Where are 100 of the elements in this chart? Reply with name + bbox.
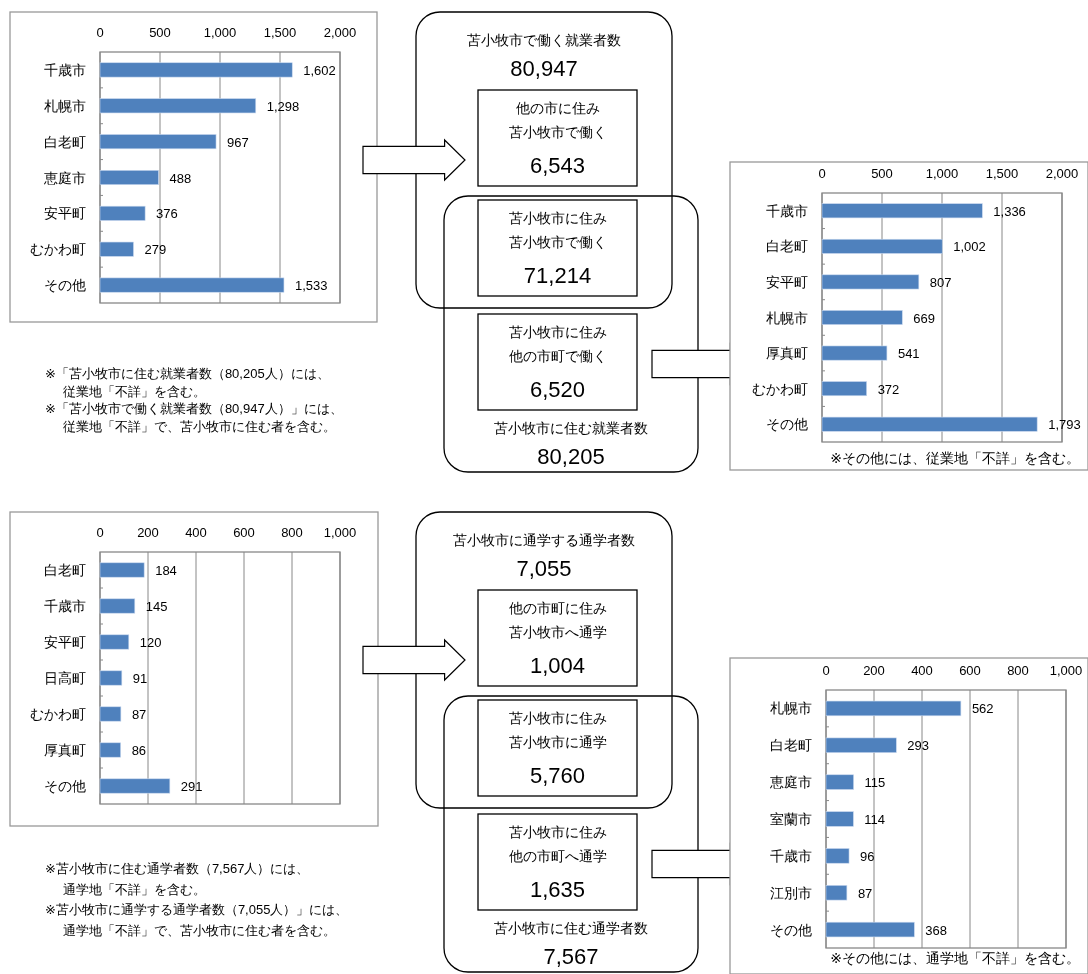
bar — [821, 274, 920, 290]
x-tick-label: 600 — [959, 663, 981, 678]
x-tick-label: 600 — [233, 525, 255, 540]
y-tick-label: その他 — [770, 921, 812, 938]
bar — [825, 774, 854, 790]
bar — [99, 778, 171, 794]
text: 従業地「不詳」で、苫小牧市に住む者を含む。 — [63, 418, 336, 434]
bar — [99, 670, 123, 686]
bar — [821, 310, 903, 325]
bar — [99, 742, 121, 758]
bar — [825, 921, 915, 938]
bar — [825, 885, 848, 901]
data-label: 7,567 — [543, 944, 599, 969]
x-tick-label: 0 — [96, 25, 104, 40]
x-tick-label: 1,000 — [323, 525, 357, 540]
text: 苫小牧市で働く — [508, 234, 607, 250]
data-label: 1,002 — [953, 239, 986, 255]
y-tick-label: 室蘭市 — [770, 811, 812, 827]
text: 苫小牧市で働く — [508, 124, 607, 140]
bar — [99, 205, 146, 221]
data-label: 114 — [864, 812, 886, 827]
bar — [825, 737, 897, 753]
y-tick-label: 白老町 — [766, 238, 808, 255]
data-label: 1,602 — [303, 62, 336, 78]
text: 苫小牧市に通学する通学者数 — [453, 532, 635, 548]
text: 苫小牧市に住み — [508, 824, 607, 840]
bar — [825, 700, 962, 717]
y-tick-label: むかわ町 — [752, 380, 808, 397]
x-tick-label: 0 — [96, 525, 104, 540]
text: 苫小牧市に住み — [508, 210, 607, 226]
data-label: 91 — [132, 671, 148, 686]
data-label: 368 — [925, 922, 948, 938]
data-label: 562 — [971, 701, 994, 717]
data-label: 669 — [913, 310, 935, 326]
bar — [99, 134, 217, 150]
text: ※その他には、通学地「不詳」を含む。 — [830, 950, 1080, 966]
bar — [99, 598, 136, 614]
y-tick-label: 安平町 — [766, 273, 808, 290]
bar — [99, 634, 130, 650]
x-tick-label: 800 — [281, 525, 303, 540]
x-tick-label: 200 — [863, 663, 885, 678]
bar — [821, 416, 1038, 432]
text: 通学地「不詳」で、苫小牧市に住む者を含む。 — [63, 922, 336, 938]
y-tick-label: その他 — [766, 416, 808, 433]
bar — [821, 345, 888, 361]
data-label: 279 — [144, 242, 167, 258]
data-label: 1,004 — [529, 653, 586, 678]
x-tick-label: 2,000 — [1045, 166, 1079, 181]
text: 苫小牧市に住む就業者数 — [494, 420, 648, 436]
data-label: 115 — [864, 775, 886, 791]
data-label: 96 — [860, 848, 875, 864]
y-tick-label: 白老町 — [44, 562, 86, 578]
y-tick-label: 白老町 — [44, 133, 86, 150]
text: ※苫小牧市に住む通学者数（7,567人）には、 — [45, 861, 310, 876]
data-label: 293 — [907, 738, 930, 754]
text: ※「苫小牧市で働く就業者数（80,947人）」には、 — [45, 401, 343, 416]
bar — [821, 238, 943, 254]
x-tick-label: 1,000 — [925, 166, 959, 181]
text: 苫小牧市に通学 — [508, 734, 607, 750]
text: ※その他には、従業地「不詳」を含む。 — [830, 450, 1080, 466]
y-tick-label: 札幌市 — [766, 309, 808, 326]
y-tick-label: 札幌市 — [44, 97, 86, 114]
bar — [99, 62, 293, 78]
x-tick-label: 1,500 — [263, 25, 297, 40]
x-tick-label: 400 — [185, 525, 207, 540]
y-tick-label: 安平町 — [44, 634, 86, 650]
data-label: 7,055 — [516, 556, 572, 581]
y-tick-label: 白老町 — [770, 737, 812, 754]
text: ※苫小牧市に通学する通学者数（7,055人）」には、 — [45, 902, 349, 917]
x-tick-label: 400 — [911, 663, 933, 678]
y-tick-label: 千歳市 — [770, 847, 812, 864]
data-label: 87 — [857, 885, 873, 901]
y-tick-label: その他 — [44, 778, 86, 794]
text: 従業地「不詳」を含む。 — [63, 383, 206, 399]
y-tick-label: その他 — [44, 277, 86, 294]
data-label: 87 — [131, 707, 147, 722]
text: ※「苫小牧市に住む就業者数（80,205人）には、 — [45, 366, 330, 381]
x-tick-label: 2,000 — [323, 25, 357, 40]
y-tick-label: 千歳市 — [44, 61, 86, 78]
data-label: 80,947 — [510, 56, 578, 81]
text: 苫小牧市に住み — [508, 710, 607, 726]
x-tick-label: 200 — [137, 525, 159, 540]
x-tick-label: 0 — [822, 663, 830, 678]
data-label: 1,533 — [294, 278, 328, 294]
data-label: 376 — [156, 206, 178, 222]
text: 苫小牧市へ通学 — [508, 624, 607, 640]
bar — [821, 381, 867, 397]
y-tick-label: 千歳市 — [44, 598, 86, 614]
text: 通学地「不詳」を含む。 — [63, 881, 206, 897]
text: 苫小牧市で働く就業者数 — [467, 32, 621, 48]
y-tick-label: むかわ町 — [30, 706, 86, 722]
data-label: 86 — [131, 743, 147, 758]
bar — [99, 562, 145, 578]
x-tick-label: 0 — [818, 166, 826, 181]
data-label: 71,214 — [523, 263, 592, 288]
data-label: 807 — [929, 274, 952, 290]
bar — [99, 277, 285, 293]
data-label: 120 — [139, 635, 162, 650]
x-tick-label: 500 — [149, 25, 171, 40]
data-label: 1,298 — [266, 98, 300, 114]
